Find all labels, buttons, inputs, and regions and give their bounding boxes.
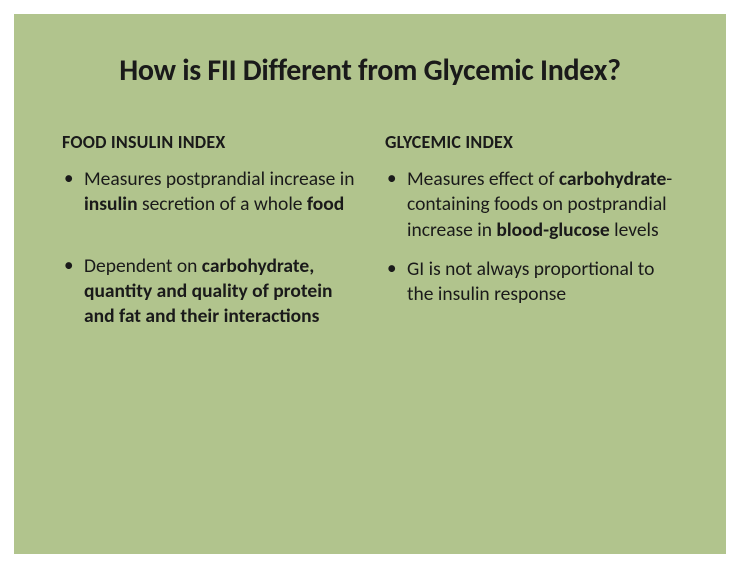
- bullet-list-left: Measures postprandial increase in insuli…: [62, 167, 355, 330]
- text-segment: Dependent on: [84, 254, 202, 278]
- column-heading-left: FOOD INSULIN INDEX: [62, 131, 355, 153]
- list-item: Measures effect of carbohydrate-containi…: [385, 167, 678, 243]
- slide-title: How is FII Different from Glycemic Index…: [62, 52, 678, 89]
- columns-container: FOOD INSULIN INDEX Measures postprandial…: [62, 131, 678, 366]
- list-item: Measures postprandial increase in insuli…: [62, 167, 355, 218]
- column-left: FOOD INSULIN INDEX Measures postprandial…: [62, 131, 355, 366]
- text-segment: Measures effect of: [407, 167, 559, 191]
- slide: How is FII Different from Glycemic Index…: [14, 14, 726, 554]
- list-item: GI is not always proportional to the ins…: [385, 257, 678, 308]
- text-segment: insulin: [84, 192, 138, 216]
- text-segment: levels: [610, 218, 659, 242]
- text-segment: GI is not always proportional to the ins…: [407, 257, 654, 306]
- text-segment: secretion of a whole: [138, 192, 307, 216]
- text-segment: carbohydrate: [559, 167, 666, 191]
- list-item: Dependent on carbohydrate, quantity and …: [62, 254, 355, 330]
- column-heading-right: GLYCEMIC INDEX: [385, 131, 678, 153]
- text-segment: food: [307, 192, 344, 216]
- text-segment: blood-glucose: [496, 218, 609, 242]
- bullet-list-right: Measures effect of carbohydrate-containi…: [385, 167, 678, 308]
- column-right: GLYCEMIC INDEX Measures effect of carboh…: [385, 131, 678, 366]
- text-segment: Measures postprandial increase in: [84, 167, 355, 191]
